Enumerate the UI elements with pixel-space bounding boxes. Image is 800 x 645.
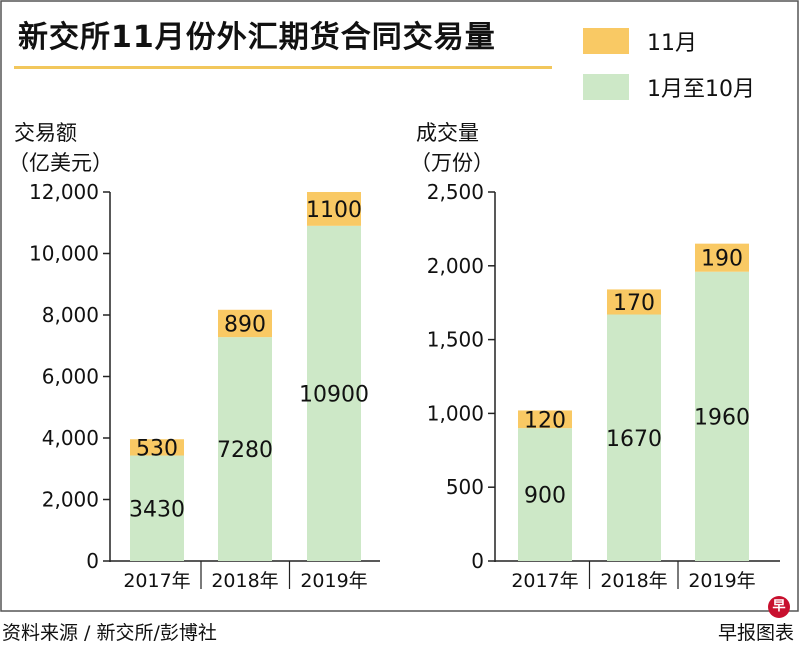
left-label-jan-oct: 10900 [299, 382, 369, 407]
right-bar-jan-oct [695, 271, 749, 561]
right-category-label: 2019年 [688, 570, 755, 592]
title-underline [14, 66, 552, 69]
right-ytick-label: 1,000 [427, 401, 484, 425]
left-label-november: 530 [136, 436, 178, 461]
left-ytick-label: 6,000 [42, 365, 99, 389]
right-chart-trade-volume: 0 500 1,000 1,500 2,000 2,500 120 900 2017年 170 16… [427, 180, 780, 592]
left-bar-november [307, 192, 361, 226]
legend-swatch-november [583, 28, 629, 54]
right-label-november: 120 [524, 408, 566, 433]
left-ytick-label: 0 [86, 549, 99, 573]
left-bar-jan-oct [130, 455, 184, 561]
chart-frame [0, 0, 799, 612]
right-ylabel: 成交量 （万份） [410, 118, 494, 178]
right-ylabel-line2: （万份） [410, 151, 494, 175]
left-category-label: 2019年 [300, 570, 367, 592]
right-bar-november [518, 410, 572, 429]
left-bar-november [130, 439, 184, 456]
left-label-jan-oct: 7280 [217, 438, 273, 463]
legend-label-jan-oct: 1月至10月 [647, 77, 755, 102]
legend-label-november: 11月 [647, 31, 697, 56]
left-ylabel: 交易额 （亿美元） [8, 118, 113, 178]
right-ylabel-line1: 成交量 [416, 121, 479, 145]
left-label-november: 1100 [306, 198, 362, 223]
right-bar-november [607, 289, 661, 315]
footer-source: 资料来源 / 新交所/彭博社 [2, 622, 217, 644]
left-ytick-label: 12,000 [29, 180, 99, 204]
left-ylabel-line2: （亿美元） [8, 151, 113, 175]
right-ytick-label: 0 [471, 549, 484, 573]
legend-swatch-jan-oct [583, 74, 629, 100]
right-ytick-label: 500 [446, 475, 484, 499]
left-bar-november [218, 309, 272, 338]
right-category-label: 2017年 [511, 570, 578, 592]
left-category-label: 2018年 [211, 570, 278, 592]
right-ytick-label: 2,000 [427, 254, 484, 278]
left-label-november: 890 [224, 312, 266, 337]
brand-logo-icon: 早 [768, 596, 790, 618]
left-bar-jan-oct [218, 337, 272, 561]
left-chart-trade-value: 0 2,000 4,000 6,000 8,000 10,000 12,000 530 3430… [29, 180, 380, 592]
left-category-label: 2017年 [123, 570, 190, 592]
left-ylabel-line1: 交易额 [14, 121, 77, 145]
right-ytick-label: 1,500 [427, 328, 484, 352]
right-bar-jan-oct [607, 314, 661, 561]
left-ytick-label: 8,000 [42, 303, 99, 327]
left-ytick-label: 2,000 [42, 488, 99, 512]
left-bar-jan-oct [307, 225, 361, 561]
right-label-jan-oct: 900 [524, 484, 566, 509]
right-bar-november [695, 243, 749, 272]
left-label-jan-oct: 3430 [129, 497, 185, 522]
chart-title: 新交所11月份外汇期货合同交易量 [18, 20, 496, 55]
right-label-jan-oct: 1960 [694, 405, 750, 430]
legend-item-november: 11月 [583, 24, 697, 58]
right-ytick-label: 2,500 [427, 180, 484, 204]
right-label-november: 190 [701, 247, 743, 272]
right-label-november: 170 [613, 291, 655, 316]
right-bar-jan-oct [518, 428, 572, 561]
legend-item-jan-oct: 1月至10月 [583, 70, 755, 104]
left-ytick-label: 10,000 [29, 242, 99, 266]
right-category-label: 2018年 [600, 570, 667, 592]
footer-brand: 早报图表 [717, 622, 794, 644]
left-ytick-label: 4,000 [42, 426, 99, 450]
right-label-jan-oct: 1670 [606, 427, 662, 452]
